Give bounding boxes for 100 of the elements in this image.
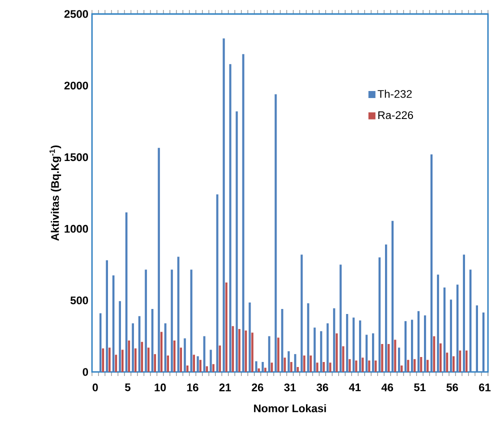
bar: [196, 356, 199, 372]
bar: [385, 244, 388, 372]
bar: [242, 54, 244, 372]
bar: [310, 356, 312, 372]
bar: [108, 348, 111, 372]
y-tick-label: 1000: [64, 224, 88, 233]
x-axis-title: Nomor Lokasi: [254, 404, 326, 412]
x-tick-label: 21: [219, 384, 231, 392]
bar: [190, 270, 192, 372]
bar: [436, 274, 440, 372]
bar: [138, 316, 140, 372]
bar: [466, 350, 468, 372]
x-tick-label: 16: [187, 384, 198, 392]
bar: [476, 305, 478, 372]
bar: [166, 356, 170, 372]
bar: [264, 368, 266, 372]
bar: [482, 312, 484, 372]
y-tick-label: 1500: [64, 153, 88, 162]
bar: [440, 343, 442, 372]
bar: [462, 254, 466, 372]
bar: [112, 275, 114, 372]
bar: [232, 326, 234, 372]
bar: [262, 362, 264, 372]
y-tick-label: 0: [82, 368, 88, 376]
bar: [346, 314, 348, 372]
y-axis-title: Aktivitas (Bq.Kg$^{-1}$): [50, 146, 62, 241]
bar: [407, 360, 410, 372]
bar: [274, 94, 277, 372]
bar: [443, 288, 446, 372]
bar: [336, 333, 338, 372]
bar: [118, 301, 121, 372]
bar: [140, 342, 144, 372]
y-tick-label: 2000: [64, 82, 88, 90]
bar: [296, 366, 299, 372]
bar: [372, 333, 374, 372]
bar: [277, 338, 280, 372]
x-tick-label: 61: [479, 384, 491, 392]
bar: [374, 360, 377, 372]
x-tick-label: 31: [284, 384, 296, 392]
x-tick-label: 46: [381, 384, 394, 392]
bar: [316, 362, 318, 372]
bar: [284, 358, 286, 372]
bar: [368, 360, 370, 372]
bar: [251, 332, 254, 372]
bar: [203, 336, 206, 372]
bar: [158, 148, 160, 372]
bar: [192, 354, 195, 372]
bar: [359, 320, 362, 372]
x-tick-label: 51: [414, 384, 426, 392]
bar: [340, 264, 342, 372]
bar: [452, 356, 455, 372]
bar: [212, 364, 214, 372]
bar: [424, 315, 426, 372]
bar: [248, 302, 251, 372]
bar: [199, 360, 202, 372]
bar: [160, 332, 163, 372]
x-tick-label: 41: [348, 384, 361, 392]
bar: [410, 320, 414, 372]
bar: [417, 311, 420, 372]
bar: [173, 340, 176, 372]
bar: [106, 260, 108, 372]
bar: [381, 344, 384, 372]
bar: [329, 362, 332, 372]
bar: [290, 362, 292, 372]
bar: [99, 313, 102, 372]
x-tick-label: 5: [124, 384, 130, 392]
bar: [238, 329, 240, 372]
y-tick-label: 2500: [64, 10, 88, 18]
bar: [414, 359, 416, 372]
bar: [216, 194, 218, 372]
y-tick-label: 500: [70, 296, 88, 304]
legend-label: Th-232: [378, 90, 412, 98]
bar: [125, 212, 128, 372]
x-tick-label: 36: [316, 384, 328, 392]
x-tick-label: 0: [92, 384, 98, 392]
x-tick-label: 26: [252, 384, 264, 392]
bar: [225, 282, 228, 372]
bar: [394, 340, 396, 372]
bar: [342, 346, 344, 372]
bar: [404, 321, 407, 372]
bar: [426, 360, 429, 372]
bar: [450, 300, 452, 372]
bar: [102, 348, 104, 372]
x-tick-label: 56: [446, 384, 458, 392]
bar: [218, 345, 221, 372]
bar: [303, 356, 306, 372]
bar: [177, 256, 180, 372]
legend-label: Ra-226: [378, 111, 414, 120]
bar: [244, 330, 247, 372]
bar: [114, 354, 118, 372]
bar: [446, 352, 448, 372]
x-tick-label: 10: [154, 384, 166, 392]
bar: [433, 336, 436, 372]
bar: [164, 323, 166, 372]
bar: [147, 348, 150, 372]
bar: [180, 348, 182, 372]
bar: [333, 308, 336, 372]
bar: [355, 360, 358, 372]
bar: [210, 350, 212, 372]
bar: [366, 334, 368, 372]
